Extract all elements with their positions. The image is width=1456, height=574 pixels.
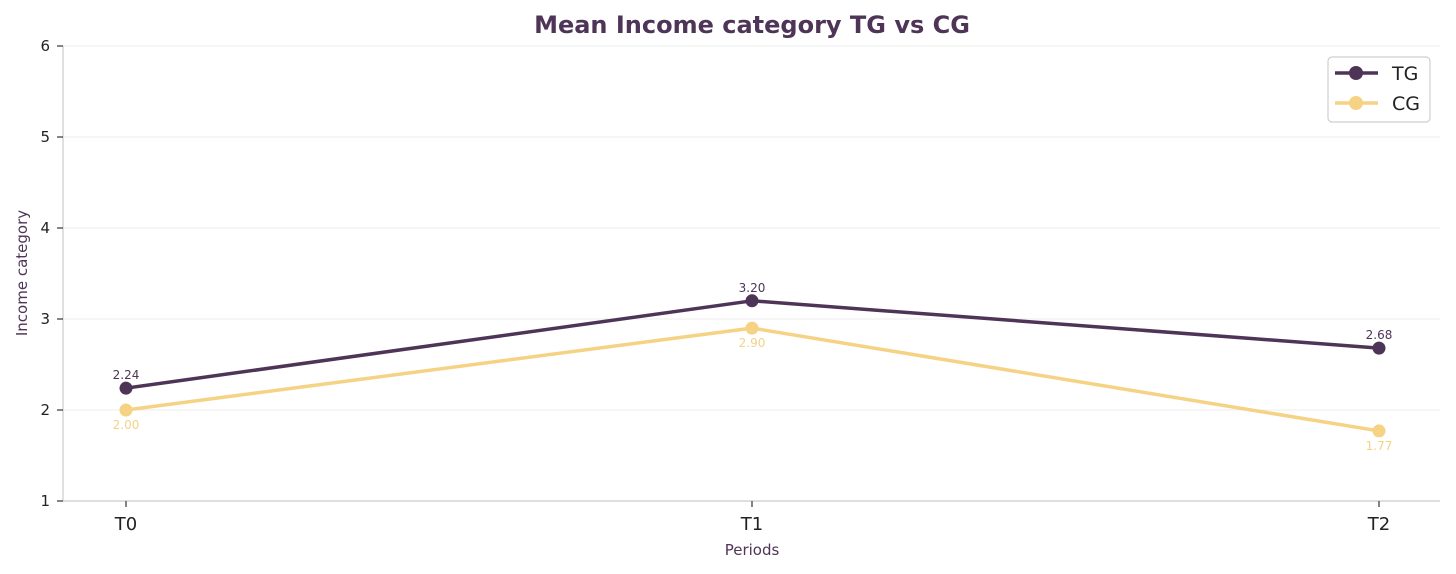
series-layer: 2.24 3.20 2.68 2.00 2.90 1.77 [113,281,1393,453]
y-tick-label: 6 [40,37,50,55]
legend-marker [1349,96,1363,110]
y-axis-ticks: 1 2 3 4 5 6 [40,37,63,510]
y-tick-label: 5 [40,128,50,146]
y-axis-label: Income category [13,210,31,336]
data-point [745,294,759,308]
data-point [119,381,133,395]
legend-label: TG [1391,63,1418,85]
axes [62,46,1440,502]
y-tick-label: 4 [40,219,50,237]
data-label: 2.90 [739,336,766,350]
chart-title: Mean Income category TG vs CG [534,11,970,39]
legend-marker [1349,66,1363,80]
data-label: 2.24 [113,368,140,382]
x-axis-label: Periods [725,541,780,559]
y-tick-label: 3 [40,310,50,328]
data-label: 3.20 [739,281,766,295]
grid-lines [63,45,1440,411]
data-point [119,403,133,417]
x-axis-ticks: T0 T1 T2 [114,501,1390,535]
data-point [1372,424,1386,438]
data-point [745,321,759,335]
data-label: 1.77 [1366,439,1393,453]
data-point [1372,341,1386,355]
series-tg: 2.24 3.20 2.68 [113,281,1393,395]
legend-label: CG [1392,93,1420,115]
data-label: 2.68 [1366,328,1393,342]
y-tick-label: 1 [40,492,50,510]
legend: TG CG [1327,56,1431,123]
x-tick-label: T1 [740,514,763,535]
x-tick-label: T0 [114,514,137,535]
data-label: 2.00 [113,418,140,432]
y-tick-label: 2 [40,401,50,419]
x-tick-label: T2 [1367,514,1390,535]
series-cg: 2.00 2.90 1.77 [113,321,1393,453]
